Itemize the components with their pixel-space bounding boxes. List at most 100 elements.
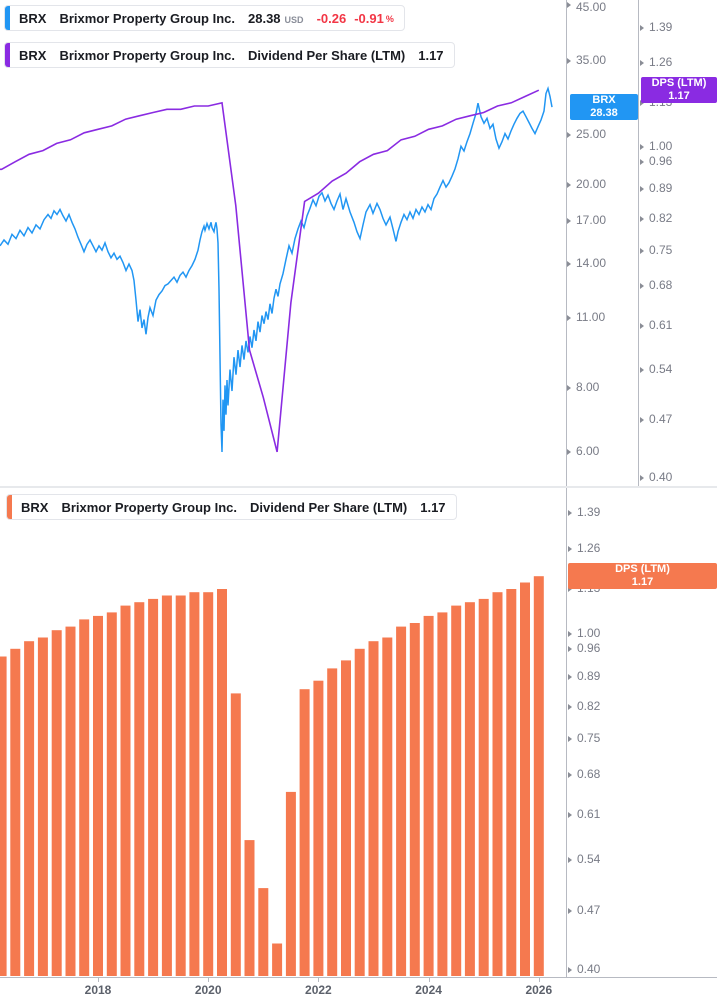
axis-tick-label: 0.47 (577, 902, 601, 917)
tick-arrow-icon (568, 546, 572, 553)
tick-arrow-icon (567, 314, 571, 321)
legend-metric-name: Dividend Per Share (LTM) (250, 499, 408, 515)
axis-tick-label: 0.61 (577, 807, 601, 822)
dps-bar (175, 595, 186, 976)
dps-badge-bottom: DPS (LTM) 1.17 (568, 563, 717, 590)
dps-bar (258, 888, 269, 976)
axis-tick-label: 0.82 (577, 698, 601, 713)
axis-tick-label: 45.00 (576, 0, 607, 14)
time-axis-label: 2020 (194, 983, 222, 997)
dps-bar (299, 689, 310, 976)
tick-arrow-icon (640, 215, 644, 222)
axis-tick-label: 0.89 (649, 181, 673, 196)
legend-symbol: BRX (19, 47, 47, 63)
tick-arrow-icon (567, 57, 571, 64)
legend-dps-top[interactable]: BRX Brixmor Property Group Inc. Dividend… (4, 42, 455, 68)
axis-tick-label: 0.96 (577, 640, 601, 655)
tick-arrow-icon (640, 416, 644, 423)
price-axis-line (566, 0, 567, 977)
axis-tick-label: 0.40 (577, 962, 601, 976)
brx-price-line (0, 85, 553, 453)
tick-arrow-icon (640, 283, 644, 290)
tick-arrow-icon (568, 856, 572, 863)
tick-arrow-icon (567, 181, 571, 188)
axis-tick-label: 6.00 (576, 444, 600, 458)
tick-arrow-icon (640, 186, 644, 193)
dividend-panel-plot[interactable] (0, 489, 565, 977)
dps-bar (0, 656, 7, 976)
axis-tick-label: 0.82 (649, 210, 673, 225)
legend-dps-bottom[interactable]: BRX Brixmor Property Group Inc. Dividend… (6, 494, 457, 520)
tick-arrow-icon (640, 143, 644, 150)
time-tick (538, 977, 540, 982)
axis-tick-label: 8.00 (576, 380, 600, 395)
tick-arrow-icon (640, 475, 644, 481)
legend-metric-name: Dividend Per Share (LTM) (248, 47, 406, 63)
tick-arrow-icon (568, 673, 572, 680)
axis-tick-label: 25.00 (576, 127, 607, 142)
dps-bar (161, 595, 172, 976)
axis-tick-label: 35.00 (576, 52, 607, 67)
time-tick (208, 977, 210, 982)
legend-company-name: Brixmor Property Group Inc. (59, 47, 235, 63)
tick-arrow-icon (568, 907, 572, 914)
dps-bar (79, 619, 90, 976)
dps-bar (423, 615, 434, 976)
price-badge: BRX 28.38 (570, 94, 638, 121)
dps-bar (506, 589, 517, 976)
legend-metric-value: 1.17 (420, 499, 446, 515)
dps-bar (478, 598, 489, 976)
tick-arrow-icon (640, 366, 644, 373)
axis-tick-label: 0.47 (649, 411, 673, 426)
panel-divider[interactable] (0, 486, 717, 488)
price-series-color-bar (5, 6, 10, 30)
tick-arrow-icon (568, 630, 572, 637)
tick-arrow-icon (568, 812, 572, 819)
dps-bar (437, 612, 448, 976)
dps-bar (451, 605, 462, 976)
time-tick (428, 977, 430, 982)
tick-arrow-icon (568, 703, 572, 710)
axis-tick-label: 0.54 (649, 361, 673, 376)
legend-symbol: BRX (21, 499, 49, 515)
legend-change-pct: -0.91 (354, 10, 384, 26)
time-tick (98, 977, 99, 982)
axis-tick-label: 1.00 (577, 625, 601, 640)
tick-arrow-icon (640, 60, 644, 67)
time-axis-label: 2024 (415, 983, 442, 997)
dps-ltm-bars (0, 576, 544, 976)
axis-tick-label: 0.54 (577, 851, 601, 866)
legend-brx-price[interactable]: BRX Brixmor Property Group Inc. 28.38 US… (4, 5, 405, 31)
axis-tick-label: 0.75 (577, 731, 601, 746)
axis-tick-label: 1.39 (649, 20, 673, 34)
time-tick (318, 977, 320, 982)
axis-tick-label: 17.00 (576, 212, 607, 227)
legend-company-name: Brixmor Property Group Inc. (59, 10, 235, 26)
dps-bar (10, 648, 21, 976)
axis-tick-label: 1.26 (649, 55, 673, 70)
dps-bar (520, 582, 530, 976)
tick-arrow-icon (567, 217, 571, 224)
tick-arrow-icon (640, 158, 644, 165)
legend-company-name: Brixmor Property Group Inc. (61, 499, 237, 515)
tick-arrow-icon (567, 2, 571, 8)
dps-bar (134, 602, 145, 976)
axis-tick-label: 0.40 (649, 470, 673, 484)
dps-bar (313, 680, 324, 976)
tick-arrow-icon (567, 261, 571, 268)
axis-tick-label: 0.68 (649, 278, 673, 293)
tick-arrow-icon (567, 132, 571, 139)
tick-arrow-icon (640, 322, 644, 329)
dps-bar (37, 637, 48, 976)
dps-bar (24, 641, 35, 976)
tick-arrow-icon (568, 736, 572, 743)
legend-change: -0.26 (316, 10, 347, 26)
dps-bar (189, 592, 200, 976)
dps-bar (368, 641, 379, 976)
price-panel-plot[interactable] (0, 0, 565, 486)
axis-tick-label: 14.00 (576, 256, 607, 271)
dps-bar (341, 660, 351, 976)
tick-arrow-icon (567, 385, 571, 392)
tick-arrow-icon (568, 645, 572, 652)
